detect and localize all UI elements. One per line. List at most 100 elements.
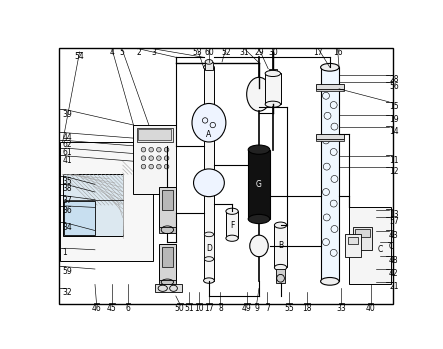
Bar bbox=[316, 84, 344, 89]
Bar bbox=[316, 89, 344, 91]
Bar bbox=[162, 191, 173, 210]
Ellipse shape bbox=[141, 147, 146, 152]
Ellipse shape bbox=[156, 156, 161, 161]
Text: 6: 6 bbox=[126, 304, 131, 313]
Text: 60: 60 bbox=[204, 48, 214, 57]
Text: 56: 56 bbox=[389, 82, 399, 91]
Ellipse shape bbox=[248, 214, 270, 224]
Bar bbox=[138, 129, 171, 140]
Bar bbox=[136, 128, 173, 142]
Text: 51: 51 bbox=[184, 304, 194, 313]
Bar bbox=[159, 280, 176, 284]
Bar bbox=[162, 247, 173, 267]
Ellipse shape bbox=[194, 169, 224, 196]
Text: 12: 12 bbox=[389, 168, 399, 176]
Text: 18: 18 bbox=[302, 304, 311, 313]
Ellipse shape bbox=[192, 104, 226, 142]
Text: 62: 62 bbox=[62, 140, 72, 149]
Text: 2: 2 bbox=[136, 48, 141, 57]
Text: 29: 29 bbox=[254, 48, 264, 57]
Text: 1: 1 bbox=[62, 248, 67, 257]
Text: 15: 15 bbox=[389, 102, 399, 111]
Text: 43: 43 bbox=[389, 231, 399, 239]
Ellipse shape bbox=[205, 60, 213, 64]
Bar bbox=[355, 229, 370, 237]
Text: 57: 57 bbox=[389, 217, 399, 227]
Ellipse shape bbox=[265, 101, 280, 107]
Bar bbox=[159, 187, 176, 229]
Text: 10: 10 bbox=[194, 304, 204, 313]
Text: 37: 37 bbox=[62, 196, 72, 205]
Text: C: C bbox=[389, 242, 394, 251]
Ellipse shape bbox=[248, 145, 270, 154]
Ellipse shape bbox=[250, 235, 268, 257]
Text: 52: 52 bbox=[221, 48, 231, 57]
Ellipse shape bbox=[321, 277, 339, 285]
Text: 49: 49 bbox=[242, 304, 252, 313]
Bar bbox=[349, 207, 392, 284]
Bar bbox=[274, 225, 287, 267]
Bar bbox=[269, 69, 277, 73]
Bar bbox=[276, 269, 285, 283]
Ellipse shape bbox=[141, 156, 146, 161]
Text: 7: 7 bbox=[265, 304, 270, 313]
Bar bbox=[60, 142, 153, 261]
Ellipse shape bbox=[226, 208, 238, 214]
Bar bbox=[159, 244, 176, 282]
Text: 36: 36 bbox=[62, 206, 72, 215]
Ellipse shape bbox=[203, 65, 214, 70]
Ellipse shape bbox=[226, 235, 238, 241]
Text: 28: 28 bbox=[389, 75, 399, 84]
Text: 40: 40 bbox=[366, 304, 376, 313]
Bar bbox=[353, 227, 372, 250]
Text: 33: 33 bbox=[337, 304, 346, 313]
Text: D: D bbox=[206, 244, 212, 253]
Text: 17: 17 bbox=[204, 304, 214, 313]
Text: 44: 44 bbox=[62, 133, 72, 142]
Text: 59: 59 bbox=[62, 267, 72, 276]
Ellipse shape bbox=[164, 156, 169, 161]
Text: 16: 16 bbox=[333, 48, 342, 57]
Text: 48: 48 bbox=[389, 256, 399, 265]
Text: 21: 21 bbox=[389, 282, 399, 291]
Text: 42: 42 bbox=[389, 269, 399, 278]
Text: 38: 38 bbox=[62, 184, 72, 193]
Bar bbox=[204, 235, 214, 259]
Text: 50: 50 bbox=[175, 304, 185, 313]
Bar bbox=[64, 201, 95, 235]
Text: 41: 41 bbox=[62, 156, 72, 165]
Bar bbox=[205, 62, 213, 69]
Ellipse shape bbox=[149, 164, 154, 169]
Bar bbox=[155, 284, 182, 292]
Text: 14: 14 bbox=[389, 127, 399, 135]
Text: C: C bbox=[377, 245, 382, 254]
Text: 55: 55 bbox=[284, 304, 294, 313]
Text: 54: 54 bbox=[75, 52, 85, 61]
Text: 3: 3 bbox=[151, 48, 156, 57]
Text: 11: 11 bbox=[389, 156, 399, 165]
Bar bbox=[159, 227, 176, 233]
Text: 4: 4 bbox=[109, 48, 114, 57]
Ellipse shape bbox=[149, 156, 154, 161]
Text: 30: 30 bbox=[268, 48, 278, 57]
Ellipse shape bbox=[265, 70, 280, 76]
Bar bbox=[316, 139, 344, 141]
Ellipse shape bbox=[204, 257, 214, 261]
Text: B: B bbox=[278, 242, 283, 251]
Text: 46: 46 bbox=[92, 304, 101, 313]
Text: A: A bbox=[206, 130, 212, 139]
Bar bbox=[62, 174, 123, 236]
Text: 9: 9 bbox=[254, 304, 259, 313]
Text: 39: 39 bbox=[62, 110, 72, 119]
Bar bbox=[133, 125, 176, 194]
Text: 61: 61 bbox=[62, 148, 72, 157]
Ellipse shape bbox=[156, 164, 161, 169]
Bar bbox=[203, 67, 214, 281]
Text: 13: 13 bbox=[389, 210, 399, 219]
Ellipse shape bbox=[247, 77, 271, 111]
Ellipse shape bbox=[274, 222, 287, 228]
Text: G: G bbox=[256, 180, 262, 189]
Ellipse shape bbox=[164, 164, 169, 169]
Text: 31: 31 bbox=[240, 48, 249, 57]
Text: 5: 5 bbox=[120, 48, 124, 57]
